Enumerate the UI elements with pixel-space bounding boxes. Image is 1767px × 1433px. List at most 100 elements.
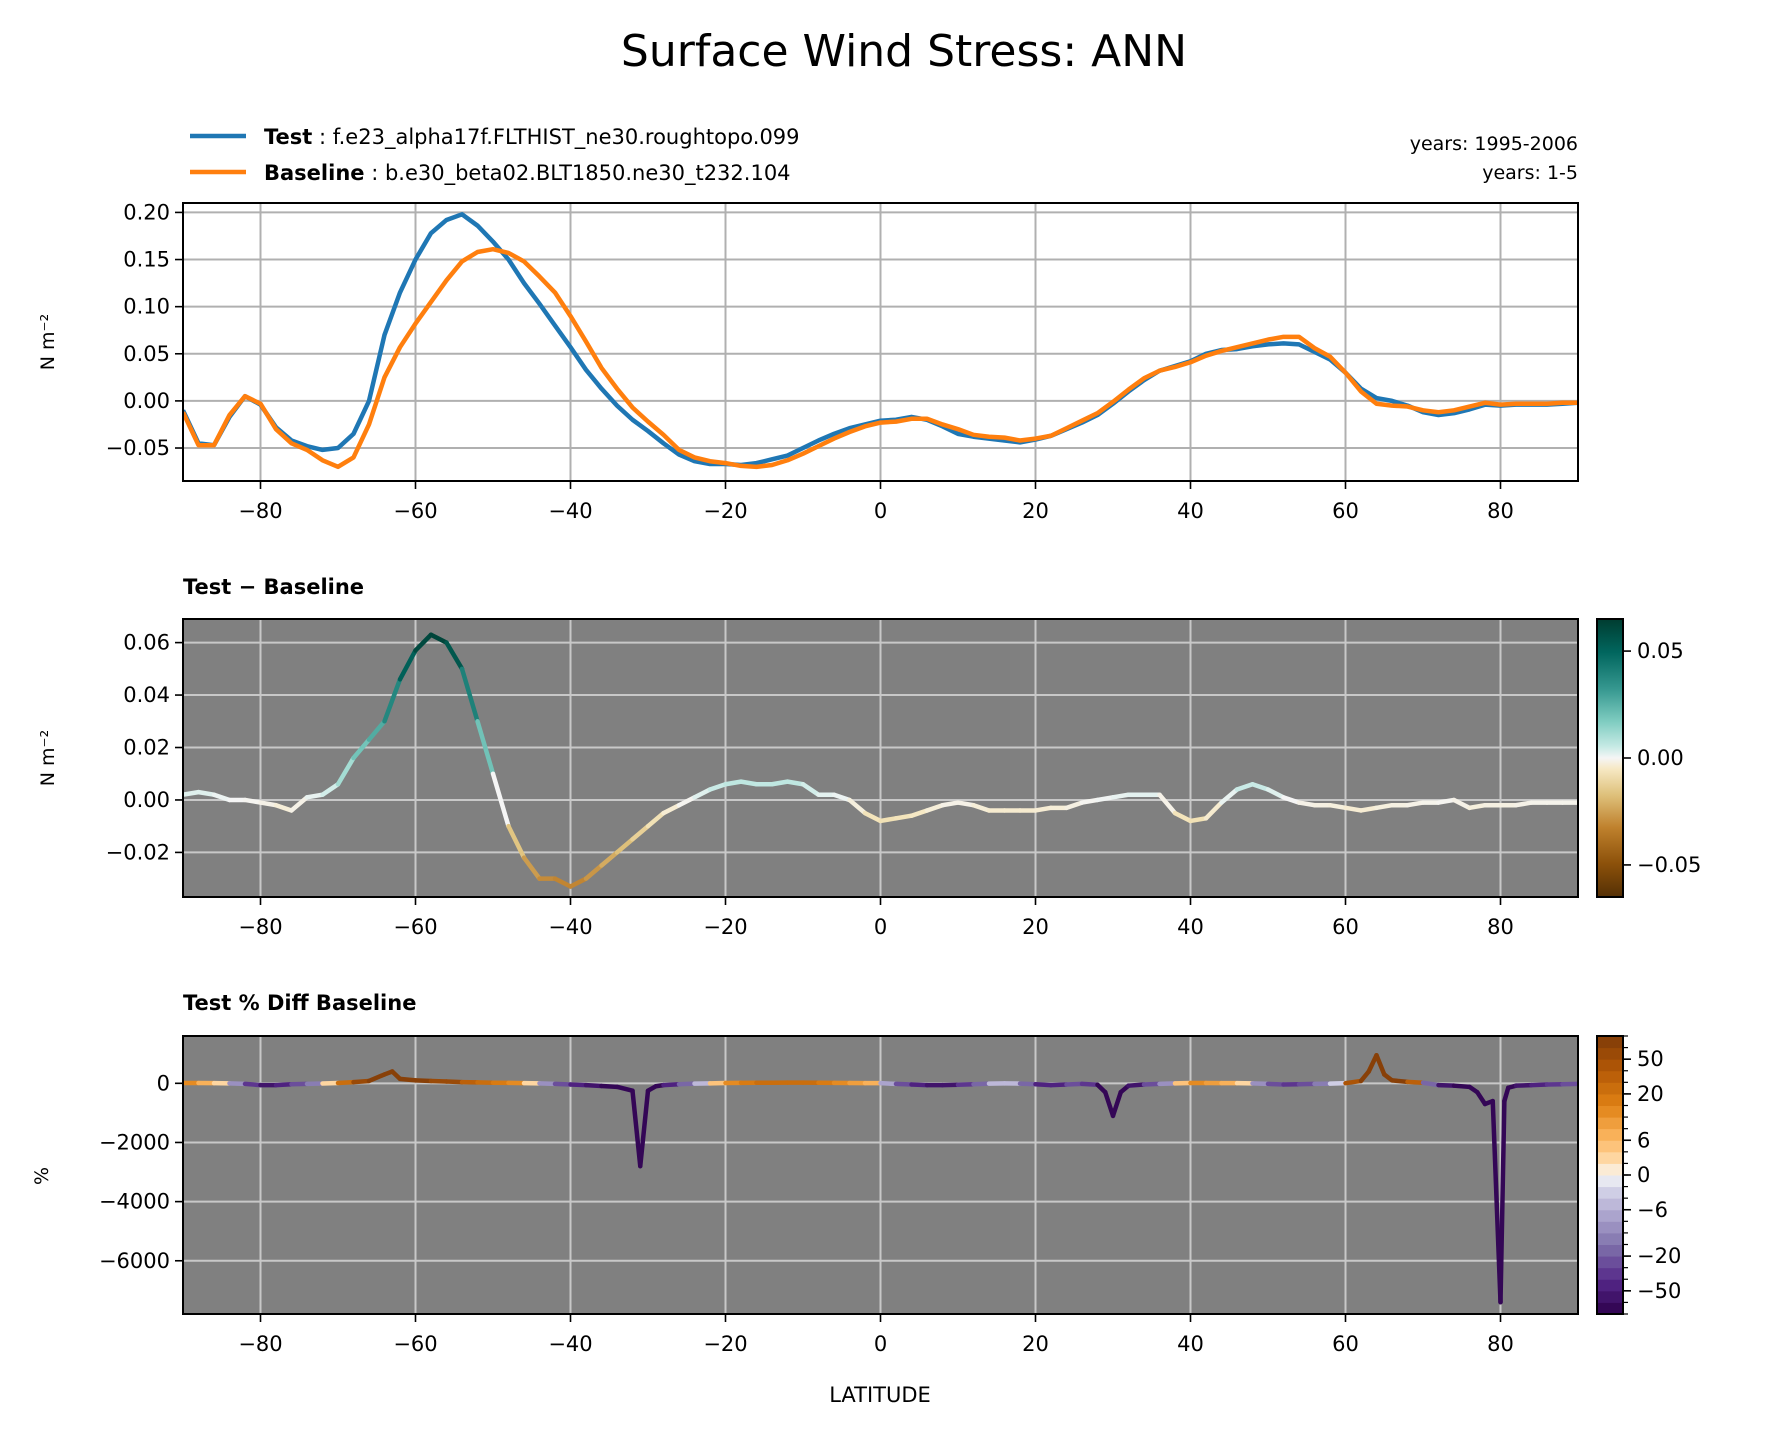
series-segment — [258, 800, 279, 808]
series-segment — [1281, 795, 1302, 805]
series-segment — [1157, 792, 1178, 816]
series-segment — [1157, 1081, 1178, 1087]
panel-test-baseline-ylabel: N m⁻² — [37, 314, 59, 370]
svg-text:Test : f.e23_alpha17f.FL: Test : f.e23_alpha17f.FLTHIST_ne30.rough… — [264, 125, 800, 150]
series-segment — [1110, 792, 1131, 800]
series-segment — [1467, 802, 1488, 811]
colorbar-tick-label: 0.05 — [1637, 639, 1684, 663]
series-segment — [893, 1081, 914, 1087]
series-segment — [1033, 805, 1054, 813]
series-segment — [444, 1079, 465, 1085]
series-segment — [1048, 1082, 1069, 1088]
series-segment — [366, 719, 387, 742]
colorbar-bin — [1597, 1128, 1623, 1141]
series-segment — [552, 876, 573, 889]
series-segment — [506, 823, 527, 860]
colorbar-bin — [1597, 1093, 1623, 1106]
colorbar-bin — [1597, 1302, 1623, 1315]
series-segment — [273, 802, 294, 813]
x-tick-label: 40 — [1177, 1332, 1204, 1356]
series-segment — [1389, 1078, 1410, 1085]
x-tick-label: 0 — [874, 1332, 887, 1356]
series-segment — [335, 1079, 356, 1086]
series-segment — [1296, 800, 1317, 808]
series-segment — [1343, 1078, 1364, 1086]
series-segment — [1033, 1081, 1054, 1088]
x-tick-label: 20 — [1022, 1332, 1049, 1356]
x-tick-label: 60 — [1332, 1332, 1359, 1356]
series-segment — [831, 792, 852, 803]
series-segment — [599, 1083, 620, 1090]
series-segment — [878, 816, 899, 824]
series-segment — [661, 802, 682, 816]
colorbar-bin — [1597, 1186, 1623, 1199]
x-tick-label: 80 — [1487, 915, 1514, 939]
panel-test-baseline: −80 −60 −40 −20 0 20 40 60 80 −0.05 0.00 0.05 0.10 0.… — [106, 200, 1579, 523]
legend-baseline-case: : b.e30_beta02.BLT1850.ne30_t232.104 — [371, 161, 790, 186]
series-segment — [1498, 1098, 1507, 1305]
series-segment — [862, 810, 883, 824]
colorbar-tick-label: 6 — [1637, 1128, 1650, 1152]
colorbar-bin — [1597, 1117, 1623, 1130]
y-tick-label: −6000 — [99, 1249, 170, 1273]
colorbar-tick-label: −20 — [1637, 1244, 1681, 1268]
series-segment — [273, 1081, 294, 1088]
series-segment — [413, 632, 434, 653]
series-segment — [397, 648, 418, 682]
series-segment — [1219, 787, 1240, 805]
series-segment — [537, 1081, 558, 1087]
series-segment — [924, 802, 945, 813]
series-segment — [1079, 797, 1100, 805]
x-tick-label: 40 — [1177, 499, 1204, 523]
series-segment — [1203, 800, 1224, 821]
series-segment — [940, 800, 961, 808]
series-segment — [552, 1081, 573, 1087]
series-segment — [1374, 802, 1395, 811]
series-segment — [227, 1081, 248, 1087]
series-segment — [1172, 810, 1193, 824]
colorbar-bin — [1597, 1198, 1623, 1211]
x-tick-label: 80 — [1487, 1332, 1514, 1356]
series-segment — [351, 1078, 372, 1085]
colorbar-bin — [1597, 1105, 1623, 1118]
x-tick-label: −60 — [393, 915, 437, 939]
y-tick-label: 0 — [157, 1071, 170, 1095]
x-tick-label: −60 — [393, 1332, 437, 1356]
series-segment — [1064, 800, 1085, 811]
y-tick-label: −4000 — [99, 1190, 170, 1214]
series-segment — [645, 810, 666, 829]
x-tick-label: −20 — [703, 499, 747, 523]
series-segment — [1405, 1079, 1426, 1085]
series-segment — [1265, 787, 1286, 800]
x-tick-label: 20 — [1022, 499, 1049, 523]
series-segment — [1064, 1081, 1085, 1087]
series-segment — [707, 781, 728, 792]
colorbar-bin — [1597, 1175, 1623, 1188]
x-tick-label: −40 — [548, 499, 592, 523]
x-tick-label: −40 — [548, 915, 592, 939]
colorbar-tick-label: 50 — [1637, 1047, 1664, 1071]
colorbar-bin — [1597, 1140, 1623, 1153]
x-tick-label: −20 — [703, 915, 747, 939]
series-segment — [183, 789, 201, 797]
series-segment — [661, 1081, 682, 1088]
colorbar-tick-label: 20 — [1637, 1082, 1664, 1106]
series-segment — [1141, 1081, 1162, 1087]
series-segment — [196, 789, 217, 797]
series-segment — [1234, 781, 1255, 792]
series-segment — [630, 823, 651, 842]
x-tick-label: −40 — [548, 1332, 592, 1356]
colorbar-percent: −50 −20 −6 0 6 20 50 — [1596, 1035, 1681, 1315]
colorbar-difference: −0.05 0.00 0.05 — [1596, 618, 1701, 898]
test-years: years: 1995-2006 — [1410, 133, 1578, 155]
panel-percent-ylabel: % — [31, 1167, 53, 1185]
series-segment — [351, 737, 372, 761]
x-tick-label: 0 — [874, 499, 887, 523]
legend-baseline-label: Baseline — [264, 161, 365, 185]
series-segment — [955, 800, 976, 808]
series-segment — [614, 1084, 635, 1093]
y-tick-label: −0.02 — [106, 840, 170, 864]
colorbar-bin — [1597, 1209, 1623, 1222]
series-segment — [676, 795, 697, 808]
